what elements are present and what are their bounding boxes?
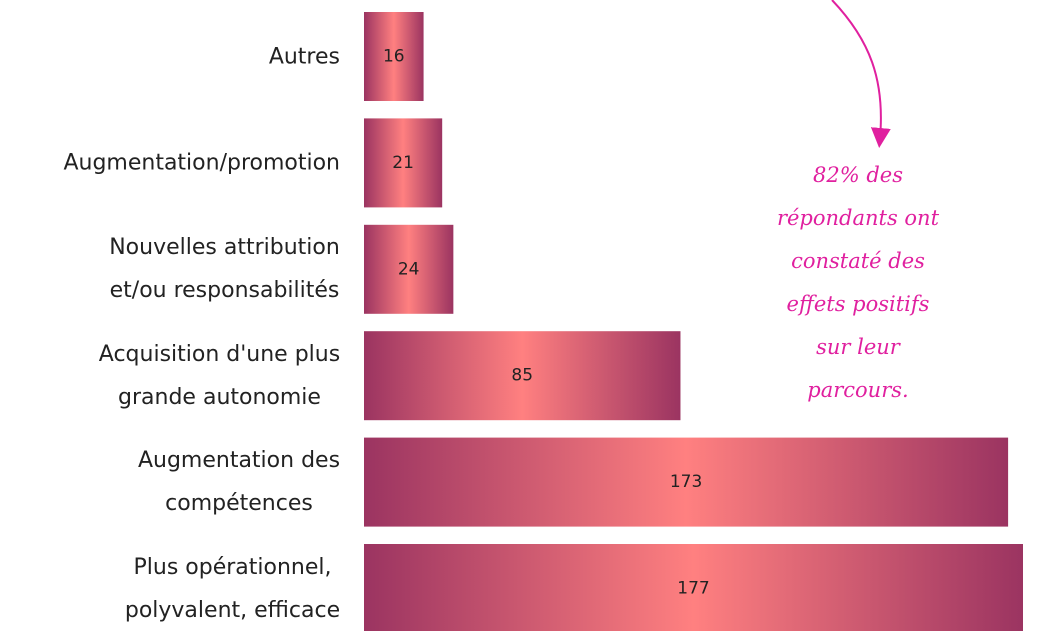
data-label: 24 [398, 259, 420, 279]
category-label: Nouvelles attribution et/ou responsabili… [109, 235, 340, 304]
category-label: Augmentation/promotion [63, 150, 340, 176]
data-label: 85 [511, 366, 533, 386]
category-label: Augmentation des compétences [137, 448, 341, 517]
category-label: Plus opérationnel, polyvalent, efficace [124, 554, 341, 623]
bar [364, 437, 1009, 527]
annotation: 82% des répondants ont constaté des effe… [776, 163, 940, 402]
data-label: 177 [677, 579, 709, 599]
bar [364, 12, 424, 101]
bar [364, 118, 443, 208]
data-label: 173 [670, 472, 702, 492]
category-label: Acquisition d'une plus grande autonomie [98, 341, 341, 410]
data-label: 16 [383, 47, 405, 67]
bar [364, 224, 454, 314]
data-label: 21 [392, 153, 414, 173]
bar [364, 331, 681, 421]
annotation-arrow [831, 0, 891, 148]
bar [364, 544, 1023, 631]
category-label: Autres [268, 44, 340, 69]
